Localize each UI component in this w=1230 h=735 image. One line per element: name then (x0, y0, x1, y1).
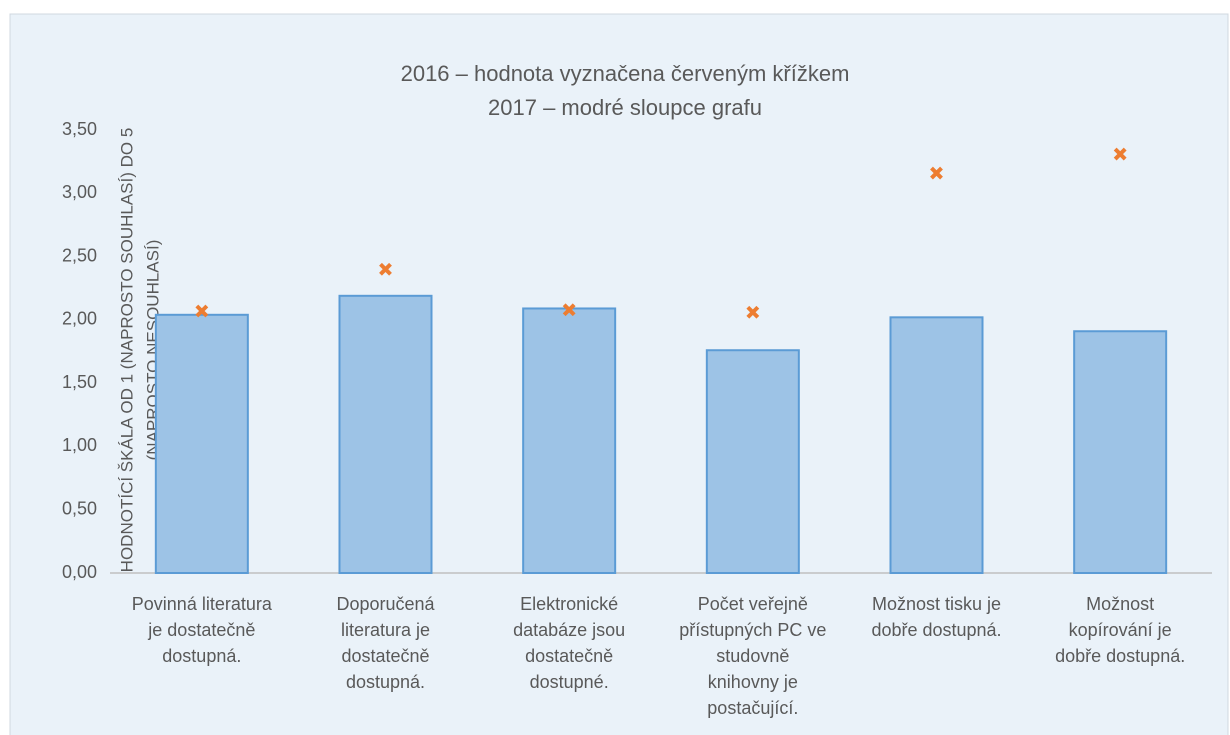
x-tick-label: databáze jsou (513, 620, 625, 640)
y-axis-label: HODNOTÍCÍ ŠKÁLA OD 1 (NAPROSTO SOUHLASÍ)… (117, 128, 136, 573)
x-tick-label: Elektronické (520, 594, 618, 614)
chart-title: 2016 – hodnota vyznačena červeným křížke… (401, 61, 850, 86)
marker (379, 262, 392, 276)
marker (930, 166, 943, 180)
bar (705, 349, 800, 574)
x-tick-label: dostupná. (346, 672, 425, 692)
x-tick-label: literatura je (341, 620, 430, 640)
x-tick-label: dostupná. (162, 646, 241, 666)
x-tick-label: studovně (716, 646, 789, 666)
x-tick-label: dobře dostupná. (1055, 646, 1185, 666)
marker (746, 305, 760, 319)
x-tick-label: dobře dostupná. (871, 620, 1001, 640)
x-tick-label: Doporučená (336, 594, 435, 614)
y-tick-label: 0,50 (62, 498, 97, 518)
y-tick-label: 1,50 (62, 372, 97, 392)
x-tick-label: kopírování je (1069, 620, 1172, 640)
x-tick-label: přístupných PC ve (679, 620, 826, 640)
marker (562, 303, 576, 317)
x-tick-label: knihovny je (708, 672, 798, 692)
x-tick-label: Povinná literatura (132, 594, 273, 614)
bar (154, 313, 249, 574)
x-tick-label: je dostatečně (147, 620, 255, 640)
bar (1073, 330, 1168, 574)
y-tick-label: 1,00 (62, 435, 97, 455)
x-tick-label: dostatečně (525, 646, 613, 666)
x-tick-label: dostupné. (530, 672, 609, 692)
bar (889, 316, 984, 574)
y-tick-label: 3,50 (62, 119, 97, 139)
x-tick-label: dostatečně (341, 646, 429, 666)
y-tick-label: 3,00 (62, 182, 97, 202)
x-tick-label: Možnost tisku je (872, 594, 1001, 614)
x-tick-label: postačující. (707, 698, 798, 718)
marker (195, 304, 209, 318)
bar (338, 294, 433, 574)
bar (522, 307, 617, 574)
y-tick-label: 2,50 (62, 245, 97, 265)
x-tick-label: Možnost (1086, 594, 1154, 614)
marker (1113, 147, 1127, 161)
x-tick-label: Počet veřejně (698, 594, 808, 614)
y-tick-label: 0,00 (62, 562, 97, 582)
chart-title: 2017 – modré sloupce grafu (488, 95, 762, 120)
y-tick-label: 2,00 (62, 309, 97, 329)
